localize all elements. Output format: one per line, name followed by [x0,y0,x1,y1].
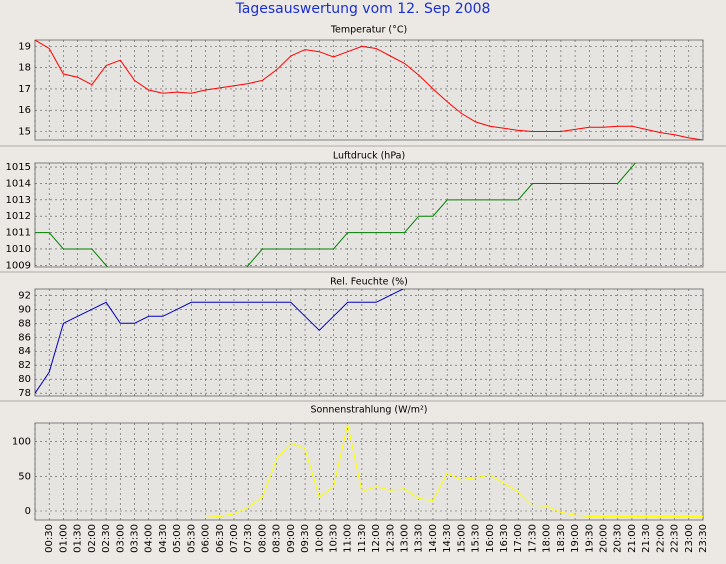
x-tick-label: 09:30 [300,524,311,553]
x-tick-label: 18:30 [556,524,567,553]
y-tick-label: 88 [18,318,31,329]
x-tick-label: 05:30 [186,524,197,553]
data-line [35,163,637,267]
x-tick-label: 23:00 [684,524,695,553]
page-title: Tagesauswertung vom 12. Sep 2008 [235,1,491,17]
x-tick-label: 15:30 [471,524,482,553]
x-tick-label: 01:30 [73,524,84,553]
plot-area [34,162,704,268]
y-tick-label: 80 [18,374,31,385]
y-tick-label: 1014 [6,178,31,189]
x-tick-label: 20:30 [613,524,624,553]
panel-title: Temperatur (°C) [330,25,407,36]
x-tick-label: 15:00 [456,524,467,553]
y-tick-label: 0 [25,506,31,517]
x-tick-label: 04:30 [158,524,169,553]
x-tick-label: 00:30 [44,524,55,553]
x-tick-label: 14:30 [442,524,453,553]
y-tick-label: 86 [18,332,31,343]
x-tick-label: 19:00 [570,524,581,553]
data-line [205,424,703,518]
x-tick-label: 17:30 [527,524,538,553]
panel-title: Rel. Feuchte (%) [330,277,408,288]
x-tick-label: 03:30 [129,524,140,553]
y-tick-label: 50 [18,471,31,482]
y-tick-label: 90 [18,304,31,315]
x-tick-label: 07:30 [243,524,254,553]
x-tick-label: 22:30 [670,524,681,553]
x-tick-label: 14:00 [428,524,439,553]
x-tick-label: 11:00 [343,524,354,553]
y-tick-label: 1011 [6,228,31,239]
x-tick-label: 19:30 [584,524,595,553]
x-tick-label: 21:00 [627,524,638,553]
x-tick-label: 10:00 [314,524,325,553]
y-tick-label: 1010 [6,244,31,255]
x-tick-label: 16:00 [485,524,496,553]
y-tick-label: 19 [18,41,31,52]
y-tick-label: 84 [18,346,31,357]
y-tick-label: 17 [18,84,31,95]
x-tick-label: 10:30 [328,524,339,553]
x-tick-label: 05:00 [172,524,183,553]
x-tick-label: 18:00 [542,524,553,553]
y-tick-label: 1009 [6,260,31,271]
panel-title: Sonnenstrahlung (W/m²) [311,405,428,416]
x-tick-label: 02:00 [87,524,98,553]
panel-title: Luftdruck (hPa) [333,151,405,162]
x-tick-label: 23:30 [698,524,709,553]
x-tick-label: 11:30 [357,524,368,553]
x-tick-label: 13:30 [414,524,425,553]
data-line [35,289,405,394]
y-tick-label: 18 [18,63,31,74]
y-tick-label: 78 [18,388,31,399]
x-tick-label: 16:30 [499,524,510,553]
x-tick-label: 12:00 [371,524,382,553]
y-tick-label: 15 [18,126,31,137]
y-tick-label: 100 [12,437,31,448]
x-tick-label: 08:30 [272,524,283,553]
y-tick-label: 16 [18,105,31,116]
y-tick-label: 1015 [6,162,31,173]
x-tick-label: 06:30 [215,524,226,553]
x-tick-label: 08:00 [257,524,268,553]
x-tick-label: 06:00 [201,524,212,553]
x-tick-label: 01:00 [58,524,69,553]
x-tick-label: 21:30 [641,524,652,553]
x-tick-label: 12:30 [385,524,396,553]
x-tick-label: 20:00 [599,524,610,553]
x-tick-label: 02:30 [101,524,112,553]
x-tick-label: 07:00 [229,524,240,553]
y-tick-label: 1013 [6,195,31,206]
y-tick-label: 82 [18,360,31,371]
x-tick-label: 22:00 [655,524,666,553]
x-tick-label: 17:00 [513,524,524,553]
x-tick-label: 09:00 [286,524,297,553]
y-tick-label: 1012 [6,211,31,222]
x-tick-label: 03:00 [115,524,126,553]
y-tick-label: 92 [18,290,31,301]
plot-area [34,288,704,397]
data-line [35,40,703,140]
x-tick-label: 04:00 [144,524,155,553]
x-tick-label: 13:00 [400,524,411,553]
plot-area [34,422,704,521]
plot-area [34,39,704,141]
